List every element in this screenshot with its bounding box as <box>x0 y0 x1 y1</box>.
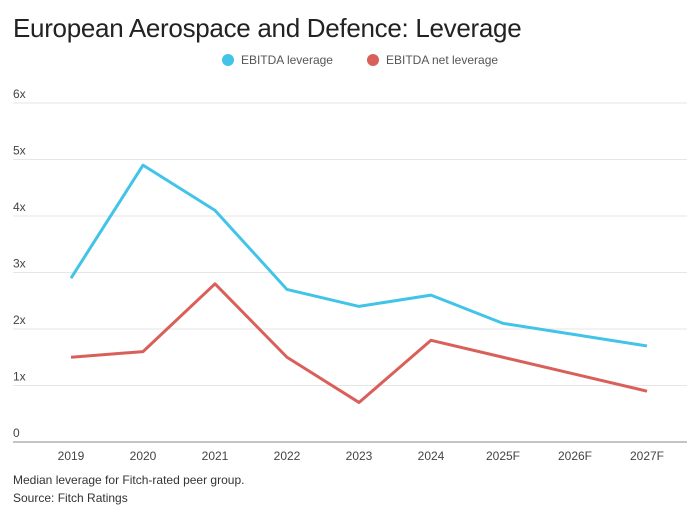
x-tick-label: 2025F <box>486 449 520 463</box>
source-note: Source: Fitch Ratings <box>13 491 128 505</box>
chart-title: European Aerospace and Defence: Leverage <box>13 13 522 43</box>
y-tick-label: 2x <box>13 313 26 327</box>
x-tick-label: 2019 <box>58 449 85 463</box>
series-line-ebitda-leverage <box>69 163 648 348</box>
legend-dot-icon <box>366 54 379 66</box>
x-tick-label: 2022 <box>274 449 301 463</box>
legend-label: EBITDA net leverage <box>385 53 499 67</box>
y-tick-label: 4x <box>13 200 26 214</box>
legend-label: EBITDA leverage <box>240 53 333 67</box>
x-tick-label: 2023 <box>346 449 373 463</box>
legend-dot-icon <box>221 54 234 66</box>
x-tick-label: 2027F <box>630 449 664 463</box>
y-tick-label: 5x <box>13 144 26 158</box>
legend-item-ebitda-leverage[interactable]: EBITDA leverage <box>221 53 333 67</box>
x-tick-label: 2024 <box>418 449 445 463</box>
y-tick-label: 3x <box>13 257 26 271</box>
legend-item-ebitda-net-leverage[interactable]: EBITDA net leverage <box>366 53 499 67</box>
y-tick-label: 1x <box>13 370 26 384</box>
footnote: Median leverage for Fitch-rated peer gro… <box>13 473 245 487</box>
y-tick-label: 0 <box>13 426 20 440</box>
series-line-ebitda-net-leverage <box>70 282 648 404</box>
x-tick-label: 2026F <box>558 449 592 463</box>
y-tick-label: 6x <box>13 87 26 101</box>
x-tick-label: 2021 <box>202 449 229 463</box>
x-tick-label: 2020 <box>130 449 157 463</box>
legend: EBITDA leverage EBITDA net leverage <box>0 53 700 67</box>
